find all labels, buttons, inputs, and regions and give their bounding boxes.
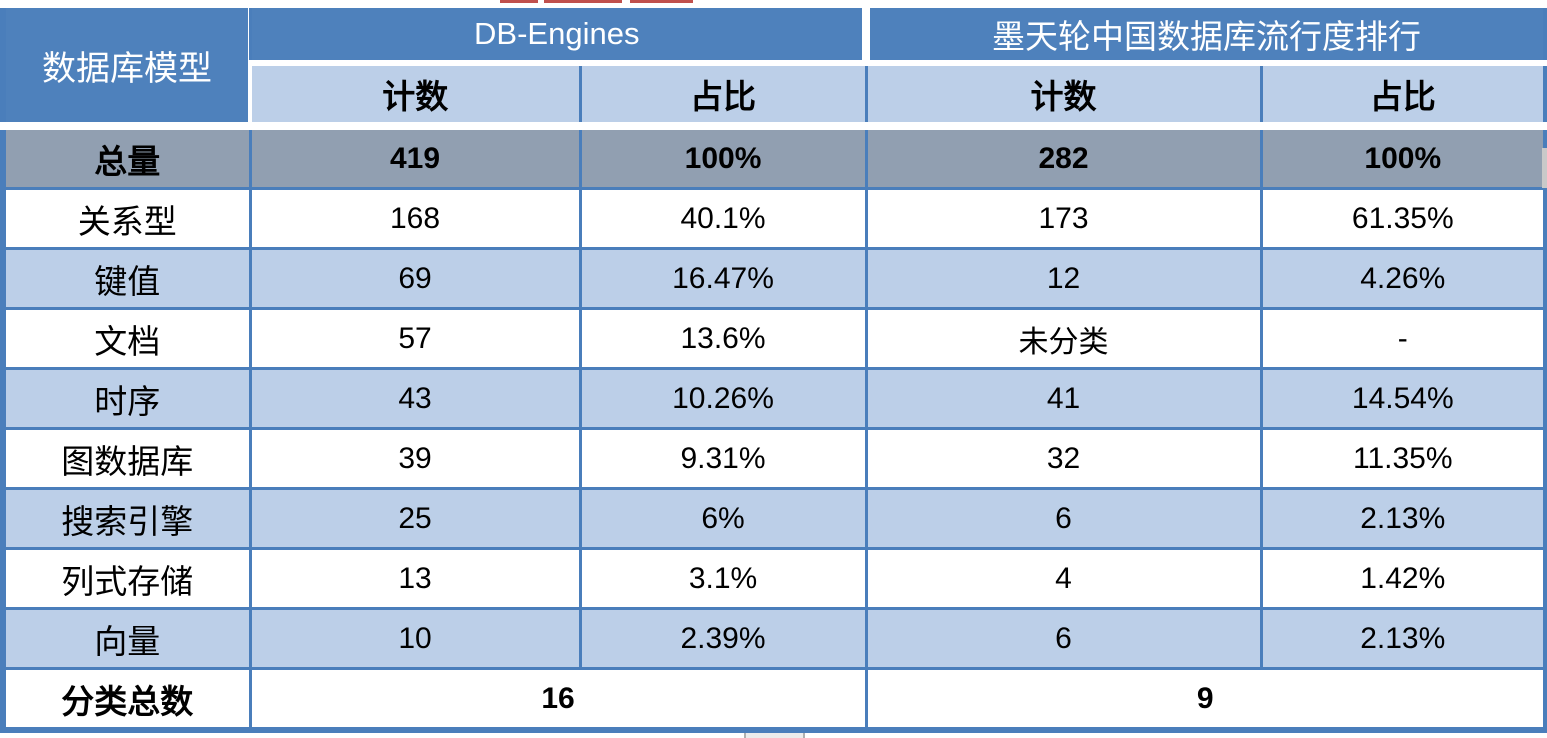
cell-db-count: 419 [248, 122, 582, 190]
subheader-db-share: 占比 [578, 60, 868, 130]
cell-db-count: 57 [248, 307, 582, 370]
cell-db-count: 10 [248, 607, 582, 670]
cell-mt-count: 282 [864, 122, 1263, 190]
subheader-mt-count: 计数 [864, 60, 1263, 130]
cell-mt-share: 1.42% [1259, 547, 1547, 610]
cell-db-count: 69 [248, 247, 582, 310]
cell-db-share: 16.47% [578, 247, 868, 310]
cell-mt-share: 14.54% [1259, 367, 1547, 430]
cell-db-category-total: 16 [248, 667, 868, 732]
group-header-db-engines: DB-Engines [248, 8, 871, 66]
table-row: 时序 43 10.26% 41 14.54% [1, 367, 1547, 430]
cell-db-share: 10.26% [578, 367, 868, 430]
cell-mt-share: 11.35% [1259, 427, 1547, 490]
database-model-comparison-table: 数据库模型 DB-Engines 墨天轮中国数据库流行度排行 计数 占比 计数 … [0, 8, 1547, 733]
subheader-db-count: 计数 [248, 60, 582, 130]
cell-db-share: 13.6% [578, 307, 868, 370]
row-label: 文档 [1, 307, 252, 370]
cell-mt-share: - [1259, 307, 1547, 370]
cropped-red-underline-segment [544, 0, 622, 3]
cell-mt-count: 4 [864, 547, 1263, 610]
subheader-mt-share: 占比 [1259, 60, 1547, 130]
group-header-motianlun: 墨天轮中国数据库流行度排行 [864, 8, 1547, 66]
row-label: 向量 [1, 607, 252, 670]
summary-row: 分类总数 16 9 [1, 667, 1547, 732]
cell-mt-count: 未分类 [864, 307, 1263, 370]
corner-header: 数据库模型 [1, 8, 252, 130]
cell-db-share: 9.31% [578, 427, 868, 490]
row-label: 时序 [1, 367, 252, 430]
cell-db-share: 3.1% [578, 547, 868, 610]
cell-db-share: 2.39% [578, 607, 868, 670]
table-row: 图数据库 39 9.31% 32 11.35% [1, 427, 1547, 490]
sub-header-row: 计数 占比 计数 占比 [3, 60, 1547, 130]
cell-db-count: 39 [248, 427, 582, 490]
cell-mt-share: 2.13% [1259, 607, 1547, 670]
table-row: 文档 57 13.6% 未分类 - [1, 307, 1547, 370]
cell-mt-share: 4.26% [1259, 247, 1547, 310]
row-label: 图数据库 [1, 427, 252, 490]
row-label: 分类总数 [1, 667, 252, 732]
table-row: 键值 69 16.47% 12 4.26% [1, 247, 1547, 310]
cell-db-share: 40.1% [578, 187, 868, 250]
row-label: 搜索引擎 [1, 487, 252, 550]
row-label: 总量 [1, 122, 252, 190]
cell-db-share: 100% [578, 122, 868, 190]
cell-mt-share: 61.35% [1259, 187, 1547, 250]
cell-mt-count: 41 [864, 367, 1263, 430]
cell-mt-count: 32 [864, 427, 1263, 490]
cropped-red-underline-segment [630, 0, 693, 3]
cell-mt-count: 173 [864, 187, 1263, 250]
cell-mt-category-total: 9 [864, 667, 1547, 732]
cell-mt-share: 100% [1259, 122, 1547, 190]
header-group-row: 数据库模型 DB-Engines 墨天轮中国数据库流行度排行 [1, 8, 1547, 130]
total-row: 总量 419 100% 282 100% [1, 122, 1547, 190]
row-label: 键值 [1, 247, 252, 310]
cell-db-count: 25 [248, 487, 582, 550]
cropped-red-underline-segment [500, 0, 538, 3]
table-row: 向量 10 2.39% 6 2.13% [1, 607, 1547, 670]
table-row: 关系型 168 40.1% 173 61.35% [1, 187, 1547, 250]
cropped-scrollbar-artifact [744, 733, 805, 738]
cell-db-share: 6% [578, 487, 868, 550]
table-row: 列式存储 13 3.1% 4 1.42% [1, 547, 1547, 610]
cell-db-count: 43 [248, 367, 582, 430]
cell-db-count: 13 [248, 547, 582, 610]
cell-mt-share: 2.13% [1259, 487, 1547, 550]
cell-mt-count: 12 [864, 247, 1263, 310]
row-label: 列式存储 [1, 547, 252, 610]
row-label: 关系型 [1, 187, 252, 250]
cell-db-count: 168 [248, 187, 582, 250]
cropped-scrollbar-artifact [1542, 148, 1547, 188]
cell-mt-count: 6 [864, 487, 1263, 550]
table-row: 搜索引擎 25 6% 6 2.13% [1, 487, 1547, 550]
cell-mt-count: 6 [864, 607, 1263, 670]
